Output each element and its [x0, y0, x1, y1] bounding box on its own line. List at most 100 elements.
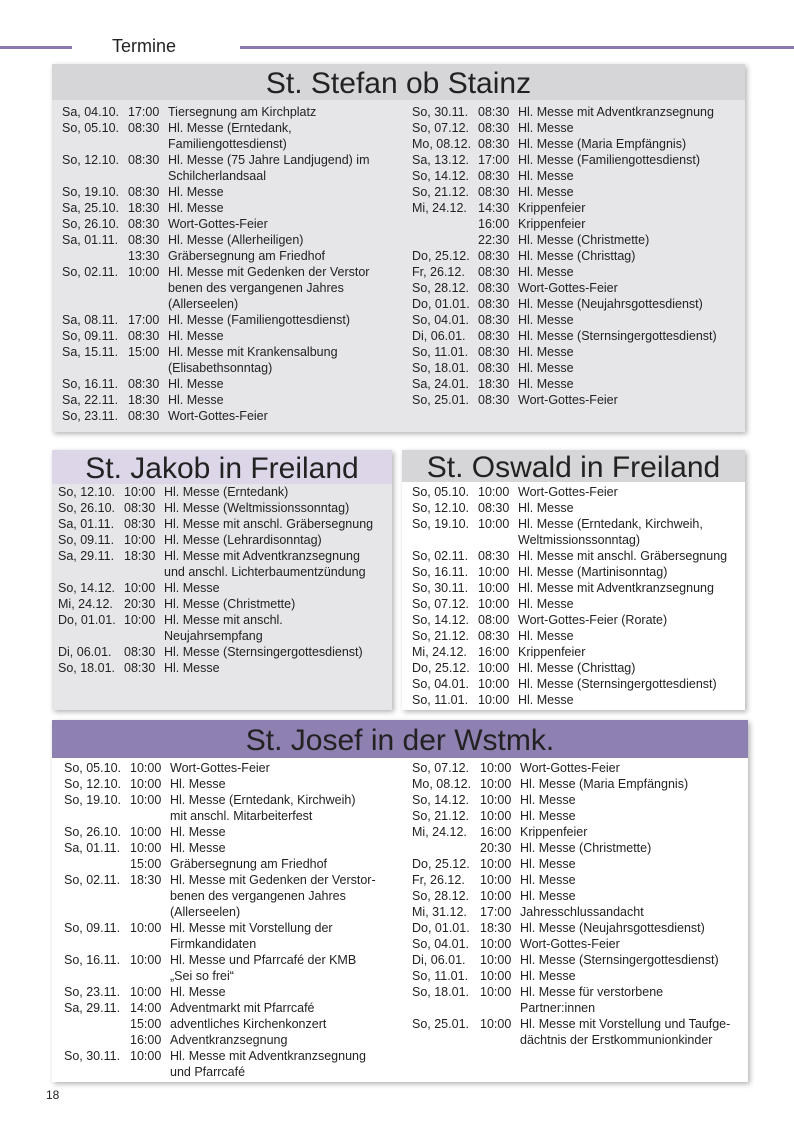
event: (Allerseelen) — [170, 905, 241, 919]
event: Hl. Messe — [518, 185, 574, 199]
time: 08:30 — [128, 329, 160, 343]
time: 10:00 — [130, 985, 162, 999]
date: So, 16.11. — [62, 377, 119, 391]
time: 17:00 — [128, 313, 160, 327]
date: So, 04.01. — [412, 937, 469, 951]
event: Hl. Messe — [518, 629, 574, 643]
event: Hl. Messe — [520, 969, 576, 983]
time: 18:30 — [124, 549, 156, 563]
date: Mo, 08.12. — [412, 137, 472, 151]
event: Hl. Messe (75 Jahre Landjugend) im — [168, 153, 370, 167]
event: Hl. Messe — [518, 313, 574, 327]
rule — [0, 46, 72, 49]
event: Hl. Messe (Familiengottesdienst) — [168, 313, 351, 327]
event: Hl. Messe (Erntedank, Kirchweih, — [518, 517, 703, 531]
time: 15:00 — [130, 1017, 162, 1031]
time: 08:30 — [128, 409, 160, 423]
event: Hl. Messe — [168, 377, 224, 391]
time: 10:00 — [480, 793, 512, 807]
time: 10:00 — [478, 565, 510, 579]
event: „Sei so frei“ — [170, 969, 234, 983]
date: So, 21.12. — [412, 185, 469, 199]
event: Hl. Messe (Sternsingergottesdienst) — [520, 953, 719, 967]
date: So, 25.01. — [412, 1017, 469, 1031]
date: So, 16.11. — [412, 565, 469, 579]
date: So, 26.10. — [62, 217, 119, 231]
event: Hl. Messe (Sternsingergottesdienst) — [518, 329, 717, 343]
event: Hl. Messe mit Adventkranzsegnung — [518, 581, 714, 595]
time: 08:30 — [478, 265, 510, 279]
event: Hl. Messe mit Adventkranzsegnung — [164, 549, 360, 563]
time: 16:00 — [130, 1033, 162, 1047]
time: 20:30 — [124, 597, 156, 611]
date: Sa, 08.11. — [62, 313, 119, 327]
date: So, 26.10. — [58, 501, 115, 515]
date: Mi, 24.12. — [412, 825, 467, 839]
event: Wort-Gottes-Feier — [518, 393, 618, 407]
time: 15:00 — [128, 345, 160, 359]
event: Hl. Messe mit Adventkranzsegnung — [170, 1049, 366, 1063]
date: So, 12.10. — [58, 485, 115, 499]
date: So, 21.12. — [412, 809, 469, 823]
time: 10:00 — [480, 857, 512, 871]
event: Partner:innen — [520, 1001, 596, 1015]
time: 08:30 — [478, 329, 510, 343]
event: Hl. Messe für verstorbene — [520, 985, 664, 999]
header-title: Termine — [112, 36, 177, 56]
event: Hl. Messe (Familiengottesdienst) — [518, 153, 701, 167]
time: 10:00 — [130, 761, 162, 775]
event: Tiersegnung am Kirchplatz — [168, 105, 317, 119]
event: Hl. Messe (Christtag) — [518, 249, 636, 263]
event: Wort-Gottes-Feier (Rorate) — [518, 613, 668, 627]
date: Fr, 26.12. — [412, 873, 465, 887]
date: So, 18.01. — [58, 661, 115, 675]
date: Mi, 24.12. — [58, 597, 113, 611]
event: Hl. Messe — [518, 121, 574, 135]
event: Hl. Messe — [518, 693, 574, 707]
event: und anschl. Lichterbaumentzündung — [164, 565, 366, 579]
date: Do, 25.12. — [412, 857, 470, 871]
date: Mi, 24.12. — [412, 201, 467, 215]
date: So, 28.12. — [412, 889, 469, 903]
date: So, 05.10. — [64, 761, 121, 775]
event: Hl. Messe — [518, 377, 574, 391]
date: Sa, 15.11. — [62, 345, 119, 359]
time: 08:30 — [478, 629, 510, 643]
time: 10:00 — [124, 533, 156, 547]
date: So, 04.01. — [412, 677, 469, 691]
date: So, 02.11. — [412, 549, 469, 563]
time: 08:30 — [478, 169, 510, 183]
time: 18:30 — [478, 377, 510, 391]
event: Hl. Messe (Christmette) — [520, 841, 652, 855]
time: 10:00 — [128, 265, 160, 279]
event: Wort-Gottes-Feier — [518, 485, 618, 499]
time: 10:00 — [480, 953, 512, 967]
event: Hl. Messe (Maria Empfängnis) — [520, 777, 689, 791]
time: 08:30 — [478, 549, 510, 563]
event: benen des vergangenen Jahres — [168, 281, 344, 295]
event: Neujahrsempfang — [164, 629, 263, 643]
event: Hl. Messe (Erntedank, Kirchweih) — [170, 793, 356, 807]
date: So, 14.12. — [412, 169, 469, 183]
time: 14:00 — [130, 1001, 162, 1015]
event: Krippenfeier — [520, 825, 588, 839]
date: Do, 01.01. — [58, 613, 116, 627]
event: Jahresschlussandacht — [520, 905, 644, 919]
date: So, 19.10. — [62, 185, 119, 199]
event: und Pfarrcafé — [170, 1065, 246, 1079]
date: So, 02.11. — [64, 873, 121, 887]
time: 08:30 — [124, 517, 156, 531]
event: Hl. Messe — [520, 809, 576, 823]
date: So, 26.10. — [64, 825, 121, 839]
time: 10:00 — [480, 761, 512, 775]
time: 10:00 — [124, 581, 156, 595]
date: So, 12.10. — [64, 777, 121, 791]
event: (Allerseelen) — [168, 297, 239, 311]
date: Di, 06.01. — [412, 953, 466, 967]
time: 17:00 — [478, 153, 510, 167]
time: 16:00 — [478, 645, 510, 659]
event: Hl. Messe (Lehrardisonntag) — [164, 533, 322, 547]
date: So, 05.10. — [62, 121, 119, 135]
event: Hl. Messe (Maria Empfängnis) — [518, 137, 687, 151]
date: Mo, 08.12. — [412, 777, 472, 791]
